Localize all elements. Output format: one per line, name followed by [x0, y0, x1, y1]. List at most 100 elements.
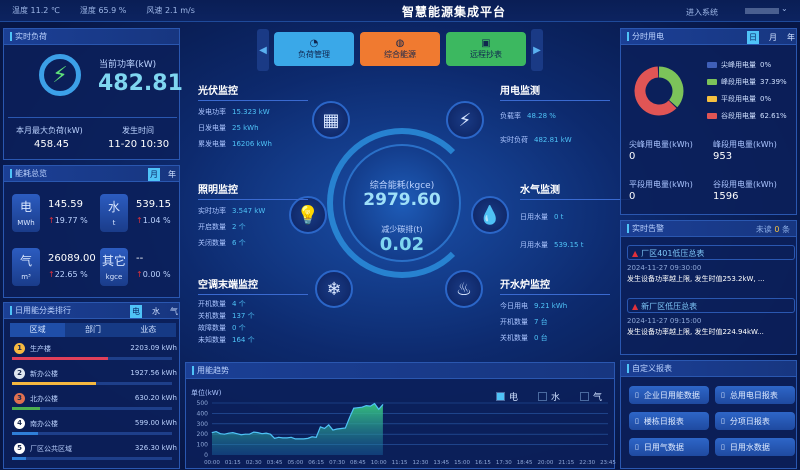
solar-panel-icon: ▦: [312, 101, 350, 139]
legend-toggle-0[interactable]: 电: [496, 390, 518, 403]
y-tick-label: 0: [204, 452, 208, 459]
toggle-water[interactable]: 水: [152, 307, 160, 316]
enter-system-link[interactable]: 进入系统: [686, 8, 718, 17]
legend-swatch: [707, 113, 717, 119]
toggle-gas[interactable]: 气: [170, 307, 178, 316]
toggle-year[interactable]: 年: [787, 33, 795, 42]
document-icon: ▯: [721, 417, 725, 425]
lightning-icon: ⚡: [446, 101, 484, 139]
checkbox-icon: [580, 392, 589, 401]
monitor-value: 15.323 kW: [232, 108, 270, 116]
nav-next-button[interactable]: ▶: [531, 29, 543, 71]
x-tick-label: 08:45: [350, 460, 366, 466]
data-point: [315, 436, 317, 438]
energy-value: 145.59: [48, 199, 83, 210]
y-tick-label: 500: [197, 400, 209, 407]
toggle-year[interactable]: 年: [168, 170, 176, 179]
x-tick-label: 20:00: [538, 460, 554, 466]
center-ring: [327, 128, 477, 278]
energy-unit: t: [112, 219, 116, 227]
document-icon: ▯: [721, 391, 725, 399]
energy-change: ↑19.77 %: [48, 216, 88, 225]
ranking-item[interactable]: 1 生产楼 2203.09 kWh: [12, 343, 177, 367]
x-tick-label: 23:45: [600, 460, 616, 466]
energy-overview-panel: 能耗总览 月 年 电 MWh 145.59 ↑19.77 % 水 t 539.15 ↑1.04…: [3, 165, 180, 298]
x-tick-label: 10:00: [371, 460, 387, 466]
report-button[interactable]: ▯ 企业日用能数据: [629, 386, 709, 404]
data-point: [232, 432, 234, 434]
ranking-bar-fill: [12, 457, 27, 460]
alarm-item[interactable]: ▲ 厂区401低压总表 2024-11-27 09:30:00 发生设备功率越上限, …: [627, 245, 795, 284]
user-menu[interactable]: [745, 8, 779, 14]
rank-badge-icon: 2: [14, 368, 25, 379]
donut-chart: [634, 66, 684, 116]
x-tick-label: 00:00: [204, 460, 220, 466]
data-point: [286, 437, 288, 439]
monitor-row: 今日用电 9.21 kWh: [500, 298, 610, 314]
ranking-item[interactable]: 5 厂区公共区域 326.30 kWh: [12, 443, 177, 467]
monitor-value: 9.21 kWh: [534, 302, 568, 310]
toggle-month[interactable]: 月: [148, 168, 160, 181]
monitor-label: 开机数量: [198, 300, 226, 308]
weather-info: 温度 11.2 ℃ 湿度 65.9 % 风速 2.1 m/s: [12, 5, 195, 16]
rank-badge-icon: 3: [14, 393, 25, 404]
energy-type-tile: 气 m³: [12, 248, 40, 286]
monitor-title: 水气监测: [520, 181, 630, 200]
nav-button[interactable]: ◔ 负荷管理: [274, 32, 354, 66]
report-button[interactable]: ▯ 分项日报表: [715, 412, 795, 430]
report-button[interactable]: ▯ 日用水数据: [715, 438, 795, 456]
panel-title: 分时用电: [632, 32, 664, 41]
monitor-label: 日发电量: [198, 124, 226, 132]
report-button[interactable]: ▯ 日用气数据: [629, 438, 709, 456]
data-point: [282, 437, 284, 439]
data-point: [249, 433, 250, 435]
toggle-electric[interactable]: 电: [130, 305, 142, 318]
x-tick-label: 11:15: [392, 460, 408, 466]
toggle-day[interactable]: 日: [747, 31, 759, 44]
energy-unit: MWh: [17, 219, 35, 227]
alarm-item[interactable]: ▲ 新厂区低压总表 2024-11-27 09:15:00 发生设备功率越上限, 发生…: [627, 298, 795, 337]
ranking-item[interactable]: 4 南办公楼 599.00 kWh: [12, 418, 177, 442]
tab-area[interactable]: 区域: [10, 323, 66, 337]
data-point: [299, 438, 300, 440]
monitor-row: 开机数量 4 个: [198, 298, 308, 310]
data-point: [278, 436, 280, 438]
power-label: 当前功率(kW): [99, 60, 157, 70]
monitor-label: 累发电量: [198, 140, 226, 148]
data-point: [294, 438, 296, 440]
monitor-value: 0 t: [554, 213, 564, 221]
ranking-value: 599.00 kWh: [134, 419, 177, 427]
nav-button[interactable]: ◍ 综合能源: [360, 32, 440, 66]
document-icon: ▯: [721, 443, 725, 451]
nav-button-label: 综合能源: [384, 50, 416, 59]
tab-department[interactable]: 部门: [84, 325, 101, 334]
ranking-bar-track: [12, 407, 172, 410]
x-tick-label: 15:00: [454, 460, 470, 466]
report-button[interactable]: ▯ 楼栋日报表: [629, 412, 709, 430]
nav-button-label: 远程抄表: [470, 50, 502, 59]
report-button[interactable]: ▯ 总用电日报表: [715, 386, 795, 404]
ranking-item[interactable]: 3 北办公楼 630.20 kWh: [12, 393, 177, 417]
monitor-row: 发电功率 15.323 kW: [198, 104, 308, 120]
ranking-bar-track: [12, 432, 172, 435]
data-point: [332, 429, 334, 431]
energy-type-tile: 电 MWh: [12, 194, 40, 232]
monitor-label: 故障数量: [198, 324, 226, 332]
nav-prev-button[interactable]: ◀: [257, 29, 269, 71]
weather-item: 风速 2.1 m/s: [146, 6, 195, 15]
water-drop-icon: 💧: [471, 196, 509, 234]
data-point: [265, 432, 267, 434]
stat-label: 谷段用电量(kWh): [713, 180, 777, 189]
monitor-value: 7 台: [534, 318, 548, 326]
energy-trend-panel: 用能趋势 电 水 气 0 100 200 300 400 500 00:00 01:15 02:30…: [185, 362, 616, 469]
toggle-month[interactable]: 月: [769, 33, 777, 42]
energy-unit: kgce: [105, 273, 123, 281]
legend-toggle-2[interactable]: 气: [580, 390, 602, 403]
ranking-bar-fill: [12, 432, 38, 435]
donut-legend-item: 平段用电量 0%: [707, 94, 771, 104]
legend-toggle-1[interactable]: 水: [538, 390, 560, 403]
chevron-down-icon[interactable]: ⌄: [781, 4, 788, 13]
nav-button[interactable]: ▣ 远程抄表: [446, 32, 526, 66]
ranking-item[interactable]: 2 新办公楼 1927.56 kWh: [12, 368, 177, 392]
tab-business[interactable]: 业态: [140, 325, 157, 334]
